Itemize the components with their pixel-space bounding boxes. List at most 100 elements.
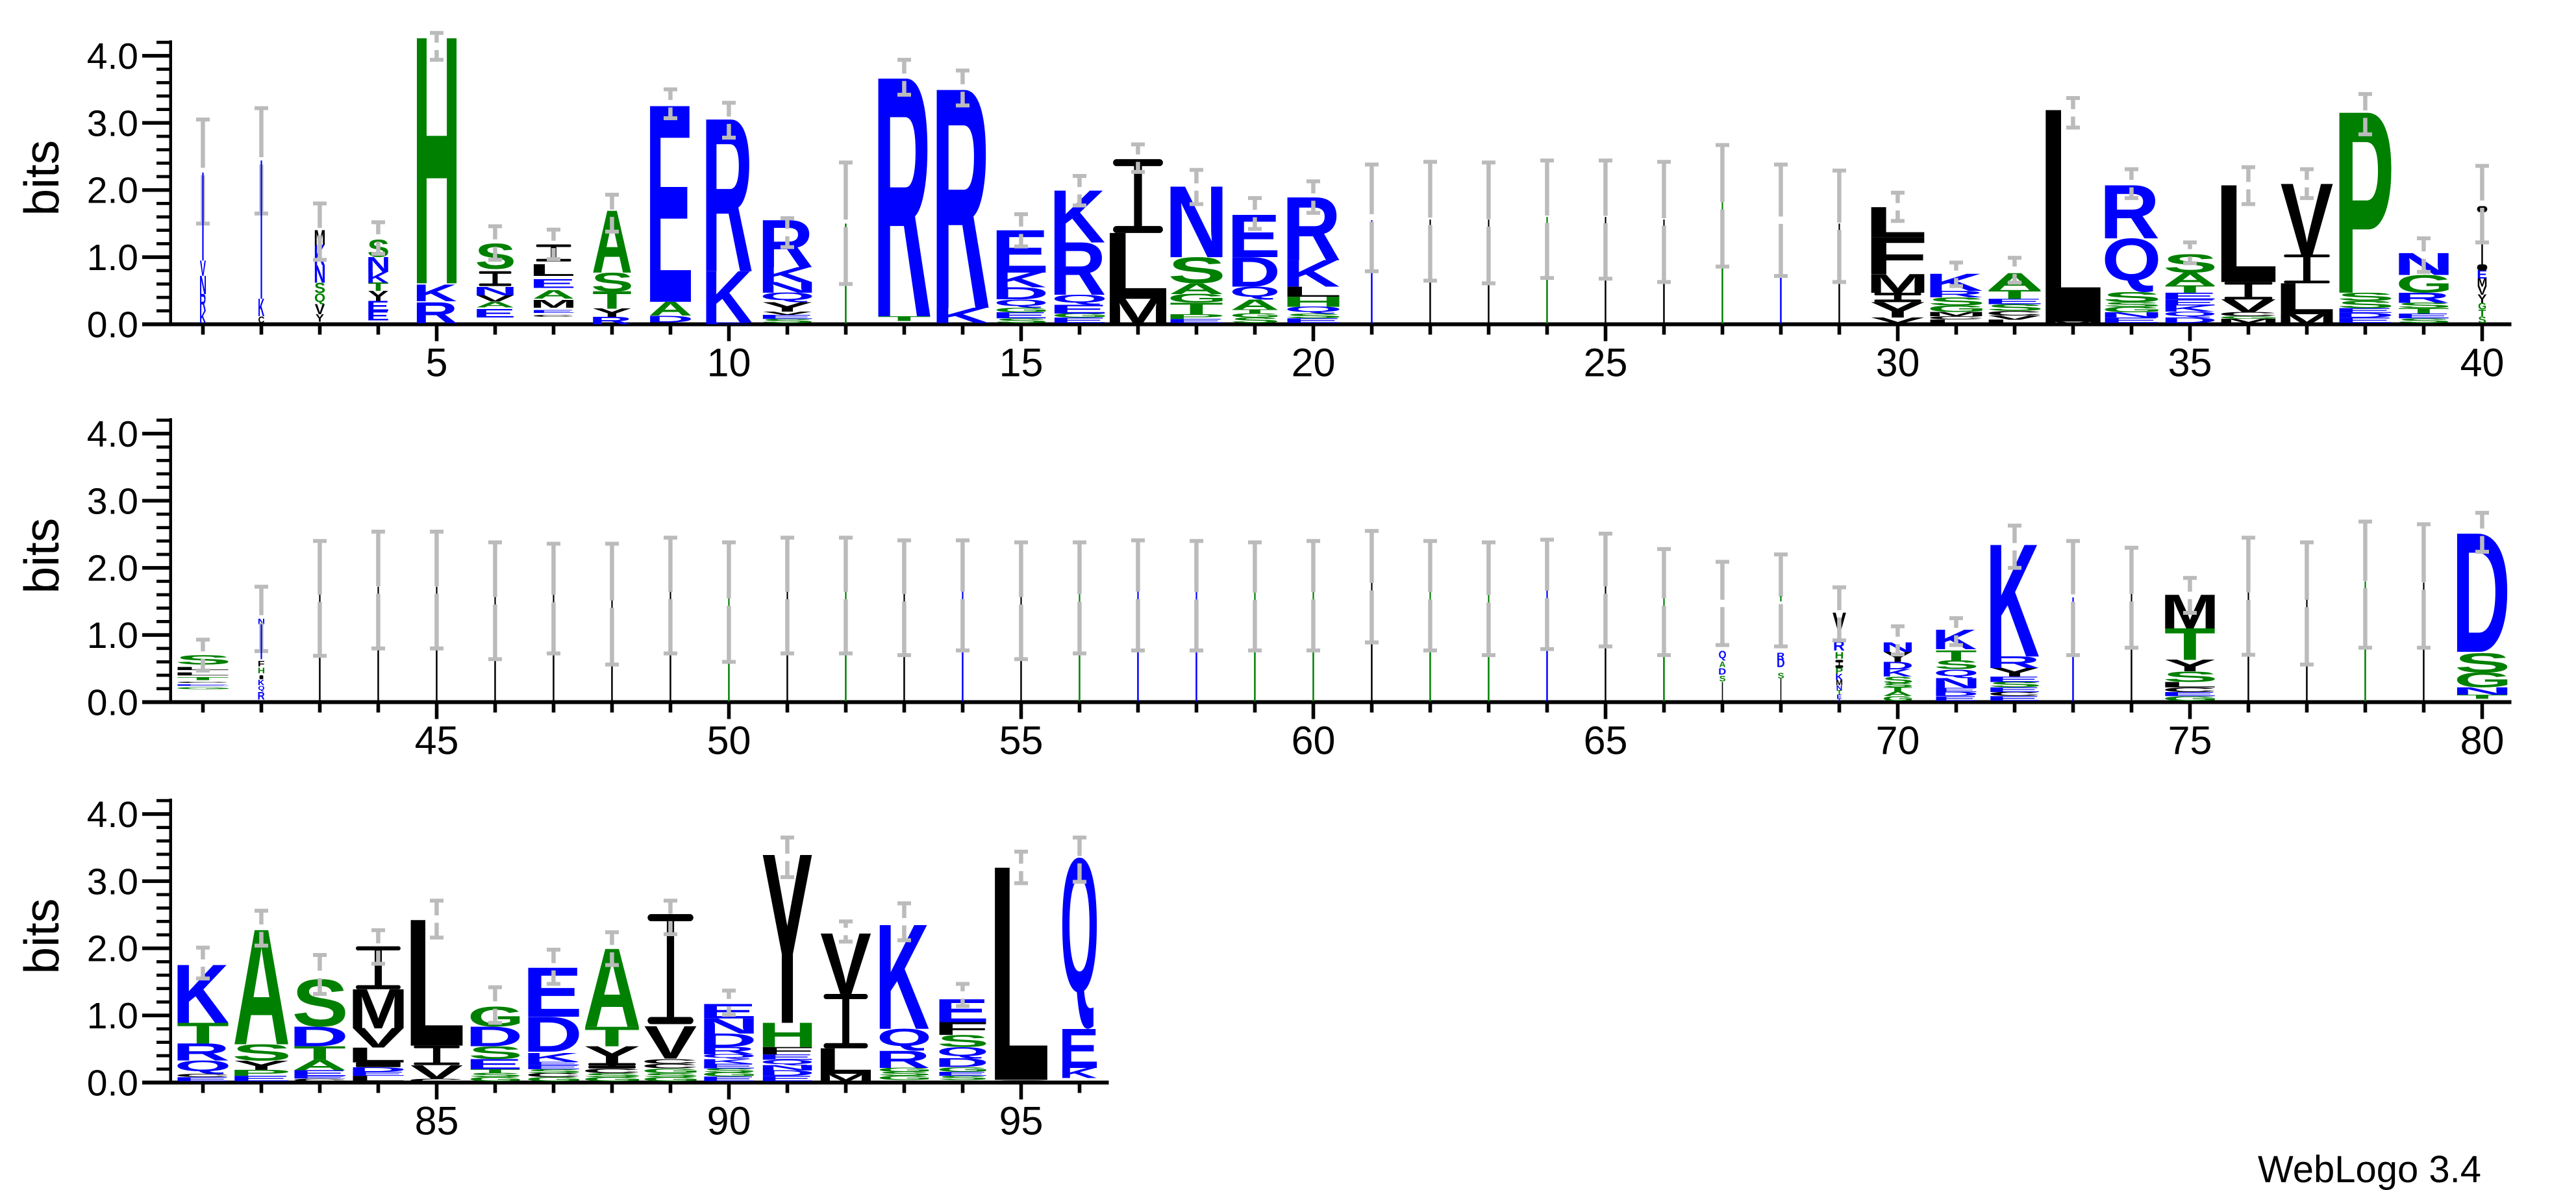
svg-text:G: G — [2162, 695, 2220, 702]
svg-text:5: 5 — [426, 341, 448, 385]
svg-text:S: S — [314, 280, 325, 297]
svg-text:C: C — [641, 1063, 698, 1070]
svg-text:25: 25 — [1584, 341, 1628, 385]
svg-text:3.0: 3.0 — [87, 103, 138, 144]
svg-text:N: N — [199, 271, 206, 300]
svg-text:M: M — [2276, 311, 2338, 327]
svg-text:55: 55 — [999, 719, 1044, 763]
svg-text:S: S — [2103, 301, 2162, 308]
svg-text:G: G — [701, 1071, 758, 1078]
svg-text:V: V — [1871, 316, 1925, 325]
svg-text:S: S — [1285, 312, 1343, 319]
svg-text:E: E — [757, 314, 816, 320]
svg-text:K: K — [701, 255, 752, 338]
svg-text:T: T — [2479, 307, 2486, 318]
svg-text:T: T — [2398, 306, 2449, 315]
svg-text:60: 60 — [1292, 719, 1336, 763]
svg-text:D: D — [1718, 667, 1726, 677]
svg-text:2.0: 2.0 — [87, 170, 138, 212]
svg-text:E: E — [465, 1056, 523, 1072]
svg-text:L: L — [346, 1043, 406, 1067]
svg-text:E: E — [701, 321, 755, 325]
svg-text:Q: Q — [760, 1059, 815, 1065]
svg-text:Y: Y — [1989, 665, 2040, 680]
svg-text:75: 75 — [2168, 719, 2212, 763]
svg-text:A: A — [475, 301, 515, 310]
svg-text:S: S — [937, 1032, 989, 1050]
svg-text:K: K — [199, 308, 206, 327]
svg-text:E: E — [366, 308, 390, 323]
svg-text:D: D — [758, 1069, 816, 1077]
svg-text:G: G — [582, 1076, 644, 1082]
svg-text:E: E — [347, 1071, 407, 1077]
svg-text:N: N — [757, 279, 818, 296]
svg-text:R: R — [413, 296, 458, 330]
svg-text:N: N — [2099, 310, 2164, 319]
svg-text:45: 45 — [415, 719, 459, 763]
svg-text:E: E — [529, 310, 577, 314]
svg-text:R: R — [1985, 653, 2040, 672]
svg-text:Q: Q — [1934, 667, 1979, 678]
svg-text:A: A — [1719, 660, 1726, 669]
svg-text:R: R — [2394, 290, 2450, 306]
svg-text:S: S — [2337, 299, 2395, 310]
svg-text:G: G — [2396, 269, 2453, 297]
svg-text:K: K — [1835, 673, 1843, 682]
svg-text:T: T — [177, 1017, 229, 1050]
svg-text:F: F — [757, 1045, 816, 1056]
svg-text:C: C — [582, 1067, 641, 1074]
svg-text:P: P — [228, 1068, 291, 1078]
svg-text:D: D — [523, 1006, 582, 1063]
svg-text:Y: Y — [316, 312, 324, 324]
svg-text:V: V — [2281, 162, 2334, 277]
svg-text:E: E — [2099, 316, 2162, 325]
svg-text:V: V — [762, 310, 812, 316]
svg-text:L: L — [2038, 44, 2103, 388]
svg-text:P: P — [1164, 313, 1225, 321]
svg-text:K: K — [413, 280, 458, 306]
svg-text:1.0: 1.0 — [87, 237, 138, 279]
svg-text:4.0: 4.0 — [87, 36, 138, 77]
svg-text:L: L — [1982, 319, 2044, 324]
svg-text:L: L — [2158, 680, 2218, 689]
svg-text:1.0: 1.0 — [87, 995, 138, 1037]
svg-text:T: T — [1169, 299, 1223, 318]
svg-text:bits: bits — [14, 899, 69, 974]
svg-text:S: S — [232, 1040, 292, 1066]
svg-text:E: E — [698, 1062, 757, 1070]
svg-text:70: 70 — [1876, 719, 1920, 763]
svg-text:D: D — [1932, 691, 1979, 697]
svg-text:E: E — [934, 1071, 989, 1077]
svg-text:S: S — [2103, 289, 2162, 304]
svg-text:C: C — [1987, 691, 2040, 697]
svg-text:E: E — [1931, 695, 1979, 702]
svg-text:R: R — [589, 315, 632, 327]
svg-text:S: S — [1231, 316, 1281, 325]
svg-text:M: M — [530, 298, 577, 310]
svg-text:E: E — [288, 1076, 349, 1080]
svg-text:0.0: 0.0 — [87, 682, 138, 724]
svg-text:50: 50 — [707, 719, 751, 763]
svg-text:Q: Q — [2162, 310, 2218, 318]
svg-text:S: S — [2478, 314, 2486, 325]
svg-text:Y: Y — [2164, 656, 2216, 675]
svg-text:K: K — [258, 293, 264, 322]
svg-text:85: 85 — [415, 1099, 459, 1143]
svg-text:A: A — [1882, 690, 1912, 698]
svg-text:Q: Q — [1718, 650, 1726, 661]
svg-text:T: T — [1883, 686, 1912, 693]
svg-text:L: L — [171, 671, 231, 676]
svg-text:V: V — [644, 1017, 697, 1069]
svg-text:30: 30 — [1876, 341, 1920, 385]
svg-text:E: E — [2333, 316, 2395, 325]
svg-text:C: C — [291, 1078, 347, 1082]
svg-text:E: E — [472, 306, 516, 320]
svg-text:S: S — [292, 965, 349, 1041]
svg-text:E: E — [1984, 686, 2042, 694]
svg-text:V: V — [1988, 314, 2042, 321]
svg-text:E: E — [1227, 202, 1281, 271]
svg-text:V: V — [200, 256, 206, 281]
svg-text:R: R — [1282, 178, 1341, 280]
svg-text:Q: Q — [936, 1045, 989, 1059]
svg-text:V: V — [477, 293, 514, 303]
